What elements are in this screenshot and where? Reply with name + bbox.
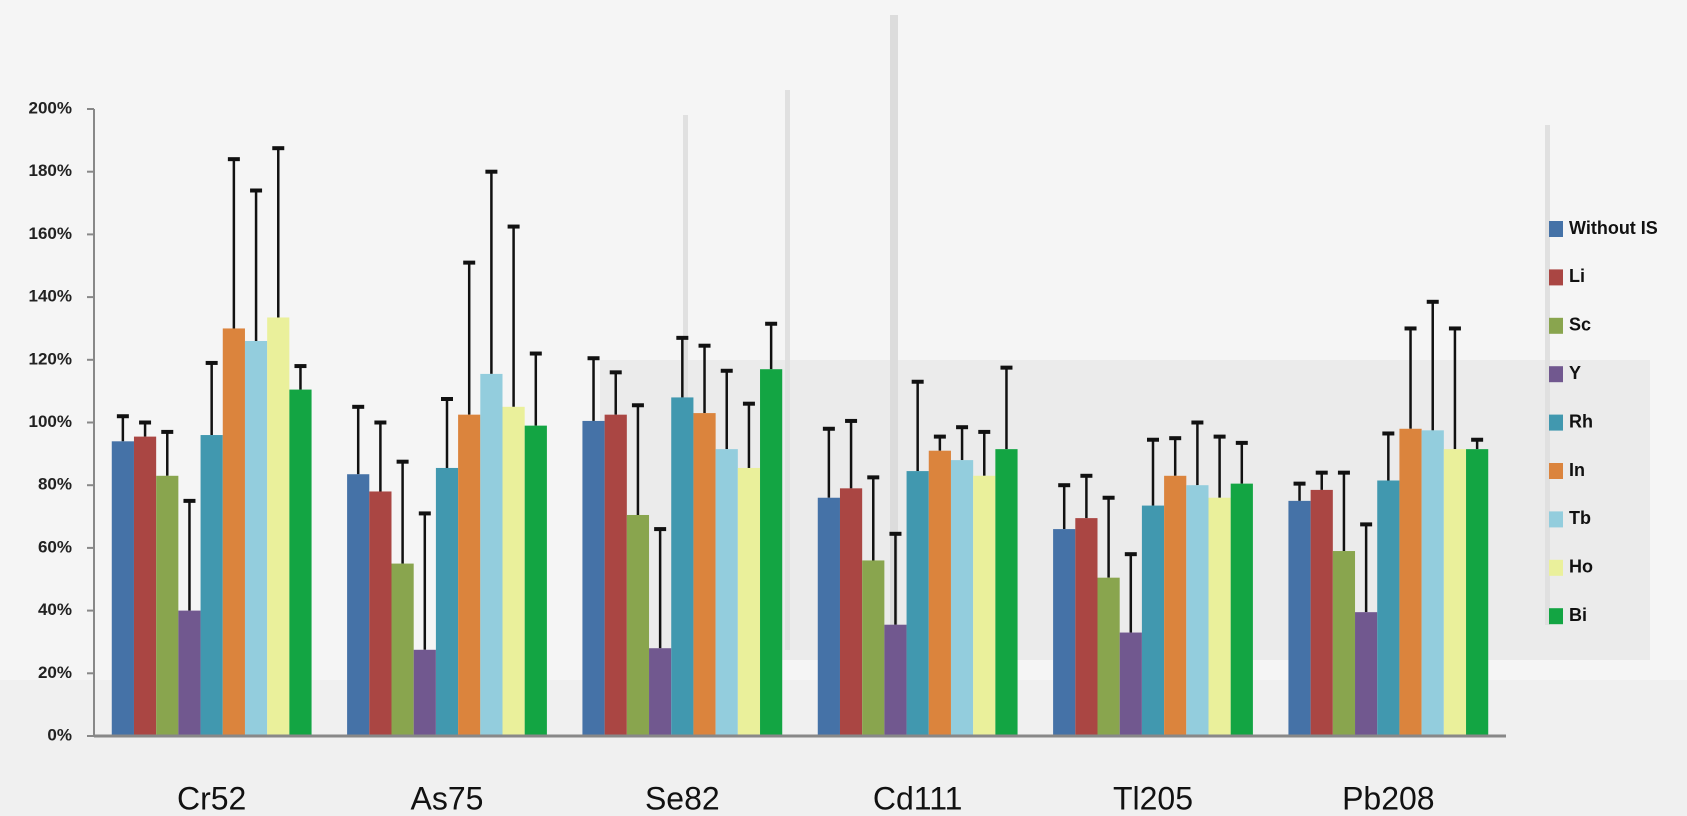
bar (627, 515, 649, 736)
bar (1186, 485, 1208, 736)
legend-swatch (1549, 269, 1563, 285)
bar (929, 451, 951, 736)
bar (1075, 518, 1097, 736)
bar (1120, 633, 1142, 736)
bar (1399, 429, 1421, 736)
bar (671, 397, 693, 736)
x-tick-label: Cd111 (873, 780, 963, 816)
legend-label: Y (1569, 363, 1581, 383)
bar (716, 449, 738, 736)
legend-label: Li (1569, 266, 1585, 286)
bar (582, 421, 604, 736)
bar (436, 468, 458, 736)
bar (458, 415, 480, 736)
x-tick-label: Pb208 (1342, 780, 1435, 816)
bar (1288, 501, 1310, 736)
legend-label: Without IS (1569, 218, 1658, 238)
bar (1098, 578, 1120, 736)
y-tick-label: 60% (38, 537, 72, 556)
bar (369, 491, 391, 736)
y-tick-label: 120% (29, 349, 72, 368)
legend-swatch (1549, 511, 1563, 527)
y-tick-label: 100% (29, 412, 72, 431)
legend-label: Sc (1569, 315, 1591, 335)
bar (289, 390, 311, 736)
legend-label: Rh (1569, 411, 1593, 431)
bar (156, 476, 178, 736)
y-tick-label: 140% (29, 287, 72, 306)
bar (840, 488, 862, 736)
bar (1377, 480, 1399, 736)
x-tick-label: Tl205 (1113, 780, 1193, 816)
chart: 0% 20% 40% 60% 80% 100% 120% 140% 160% 180% 200% Cr… (0, 0, 1687, 816)
bar (267, 317, 289, 736)
x-tick-label: As75 (411, 780, 484, 816)
bar (1422, 430, 1444, 736)
x-tick-label: Se82 (645, 780, 720, 816)
bar (1333, 551, 1355, 736)
legend-swatch (1549, 415, 1563, 431)
bar (605, 415, 627, 736)
y-tick-label: 40% (38, 600, 72, 619)
bar (907, 471, 929, 736)
bar (347, 474, 369, 736)
bar (1053, 529, 1075, 736)
bar (862, 560, 884, 736)
y-tick-label: 200% (29, 98, 72, 117)
legend-label: Tb (1569, 508, 1591, 528)
bar (1444, 449, 1466, 736)
bar (951, 460, 973, 736)
bar (1355, 612, 1377, 736)
x-tick-label: Cr52 (177, 780, 246, 816)
bar (1231, 484, 1253, 736)
y-tick-label: 20% (38, 663, 72, 682)
y-tick-label: 0% (47, 725, 72, 744)
legend-label: In (1569, 460, 1585, 480)
bar (738, 468, 760, 736)
legend-swatch (1549, 318, 1563, 334)
bar (245, 341, 267, 736)
bar (818, 498, 840, 736)
legend-label: Bi (1569, 605, 1587, 625)
bar (201, 435, 223, 736)
y-tick-label: 80% (38, 475, 72, 494)
legend-swatch (1549, 560, 1563, 576)
bar (503, 407, 525, 736)
y-tick-label: 180% (29, 161, 72, 180)
y-tick-label: 160% (29, 224, 72, 243)
bar (134, 437, 156, 736)
bar (649, 648, 671, 736)
bar (1466, 449, 1488, 736)
bar (392, 564, 414, 736)
legend-swatch (1549, 608, 1563, 624)
bar (760, 369, 782, 736)
bar (995, 449, 1017, 736)
bar (112, 441, 134, 736)
bar (1311, 490, 1333, 736)
page: 0% 20% 40% 60% 80% 100% 120% 140% 160% 180% 200% Cr… (0, 0, 1687, 816)
bar (223, 328, 245, 736)
legend-swatch (1549, 366, 1563, 382)
bar (973, 476, 995, 736)
legend-label: Ho (1569, 557, 1593, 577)
bar (178, 611, 200, 736)
legend-swatch (1549, 221, 1563, 237)
bar (1209, 498, 1231, 736)
bar (693, 413, 715, 736)
bar (1164, 476, 1186, 736)
bar (525, 426, 547, 736)
legend-swatch (1549, 463, 1563, 479)
bar (1142, 506, 1164, 736)
bar (480, 374, 502, 736)
bar (884, 625, 906, 736)
bar (414, 650, 436, 736)
